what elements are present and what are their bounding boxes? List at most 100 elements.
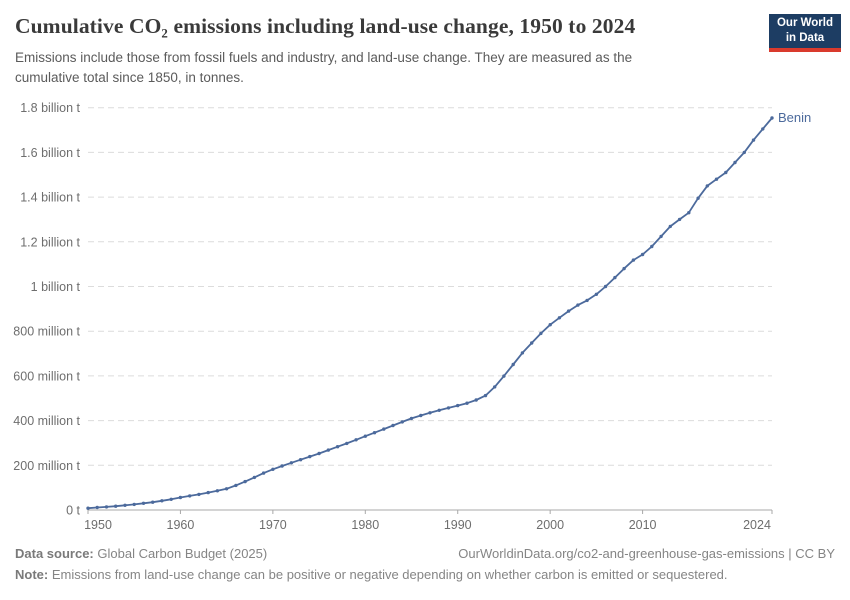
data-point-2014[interactable] [677, 217, 682, 222]
data-point-1974[interactable] [308, 454, 312, 459]
data-point-1975[interactable] [317, 451, 321, 456]
data-point-1976[interactable] [326, 448, 330, 452]
data-point-1965[interactable] [224, 487, 229, 491]
data-point-1960[interactable] [178, 495, 183, 500]
data-point-2007[interactable] [613, 275, 617, 280]
x-axis-tick-label-2000: 2000 [536, 518, 564, 532]
data-point-1952[interactable] [104, 505, 109, 509]
data-point-1995[interactable] [502, 374, 506, 378]
data-point-1987[interactable] [428, 411, 432, 415]
data-point-2017[interactable] [705, 184, 709, 188]
data-point-1956[interactable] [141, 501, 146, 505]
data-point-2018[interactable] [714, 177, 719, 181]
data-point-1953[interactable] [114, 504, 118, 508]
data-point-1959[interactable] [169, 497, 173, 501]
series-end-label-benin[interactable]: Benin [778, 110, 811, 125]
owid-logo[interactable]: Our World in Data [769, 14, 841, 52]
data-point-2000[interactable] [548, 323, 552, 327]
data-point-1950[interactable] [86, 506, 90, 510]
data-point-1972[interactable] [289, 461, 294, 465]
data-point-2006[interactable] [603, 284, 608, 289]
data-point-1996[interactable] [511, 362, 515, 367]
x-axis-tick-label-1960: 1960 [167, 518, 195, 532]
data-point-2011[interactable] [650, 244, 654, 249]
data-point-1997[interactable] [520, 351, 525, 355]
y-axis-tick-label: 0 t [66, 504, 80, 518]
data-point-1958[interactable] [160, 499, 164, 503]
owid-logo-line1: Our World [776, 17, 833, 30]
data-point-1993[interactable] [483, 393, 488, 398]
chart-title: Cumulative CO₂ emissions including land-… [15, 14, 636, 38]
data-point-1951[interactable] [95, 505, 99, 510]
data-point-2008[interactable] [622, 266, 626, 271]
data-point-1978[interactable] [345, 441, 349, 446]
data-point-1967[interactable] [243, 479, 247, 484]
data-point-2012[interactable] [659, 234, 663, 239]
data-point-1998[interactable] [530, 341, 534, 345]
y-axis-tick-label: 1.8 billion t [20, 101, 80, 115]
data-point-2023[interactable] [761, 127, 765, 131]
data-point-1988[interactable] [437, 408, 441, 412]
data-point-1966[interactable] [234, 483, 238, 488]
data-point-1964[interactable] [215, 489, 220, 493]
x-axis-tick-label-2024: 2024 [743, 518, 771, 532]
data-point-1969[interactable] [261, 471, 266, 475]
data-source: Data source: Global Carbon Budget (2025) [15, 546, 267, 561]
data-point-1971[interactable] [280, 464, 284, 468]
data-point-2020[interactable] [733, 160, 737, 165]
data-point-1979[interactable] [354, 438, 358, 442]
footer-link[interactable]: OurWorldinData.org/co2-and-greenhouse-ga… [458, 546, 835, 561]
data-point-2013[interactable] [668, 224, 672, 229]
chart-footer: Data source: Global Carbon Budget (2025)… [15, 546, 835, 582]
data-point-1983[interactable] [391, 423, 395, 428]
data-point-2024[interactable] [770, 116, 774, 120]
note-label: Note: [15, 567, 49, 582]
x-axis-tick-label-2010: 2010 [629, 518, 657, 532]
data-point-1954[interactable] [123, 503, 127, 507]
data-point-1963[interactable] [206, 490, 210, 495]
data-point-1986[interactable] [419, 413, 423, 418]
data-point-1984[interactable] [400, 420, 404, 424]
data-point-1961[interactable] [188, 494, 192, 498]
series-line-benin[interactable] [87, 117, 773, 510]
y-axis-tick-label: 1.6 billion t [20, 146, 80, 160]
data-point-1999[interactable] [539, 331, 543, 336]
data-point-2022[interactable] [751, 138, 756, 142]
data-point-2004[interactable] [585, 298, 589, 303]
data-point-2005[interactable] [594, 292, 599, 296]
data-point-2009[interactable] [631, 258, 636, 262]
data-point-2010[interactable] [640, 252, 645, 257]
data-point-1970[interactable] [271, 467, 275, 471]
data-point-1991[interactable] [465, 401, 469, 405]
data-point-2001[interactable] [557, 316, 562, 320]
y-axis-tick-label: 1.4 billion t [20, 191, 80, 205]
x-axis-tick-label-1970: 1970 [259, 518, 287, 532]
data-point-2015[interactable] [687, 211, 691, 215]
data-point-1968[interactable] [252, 475, 257, 480]
data-point-1955[interactable] [132, 502, 136, 507]
data-point-1977[interactable] [335, 445, 340, 449]
data-point-1981[interactable] [372, 431, 377, 435]
data-point-1980[interactable] [363, 434, 367, 438]
data-point-1962[interactable] [197, 492, 201, 497]
y-axis-tick-label: 400 million t [13, 414, 80, 428]
data-source-text: Global Carbon Budget (2025) [97, 546, 268, 561]
data-point-1989[interactable] [446, 406, 451, 410]
data-point-1982[interactable] [382, 427, 386, 431]
x-axis-tick-label-1950: 1950 [84, 518, 112, 532]
data-point-2016[interactable] [696, 196, 700, 200]
data-point-1957[interactable] [151, 500, 155, 504]
data-point-2019[interactable] [724, 170, 728, 175]
data-point-1994[interactable] [493, 385, 497, 389]
y-axis-tick-label: 600 million t [13, 369, 80, 383]
data-point-2002[interactable] [566, 309, 571, 313]
data-point-1992[interactable] [474, 398, 478, 402]
data-point-1973[interactable] [298, 458, 303, 462]
data-source-label: Data source: [15, 546, 94, 561]
data-point-2021[interactable] [742, 150, 746, 155]
data-point-1990[interactable] [456, 403, 460, 408]
data-point-2003[interactable] [576, 303, 580, 307]
data-point-1985[interactable] [409, 416, 414, 421]
